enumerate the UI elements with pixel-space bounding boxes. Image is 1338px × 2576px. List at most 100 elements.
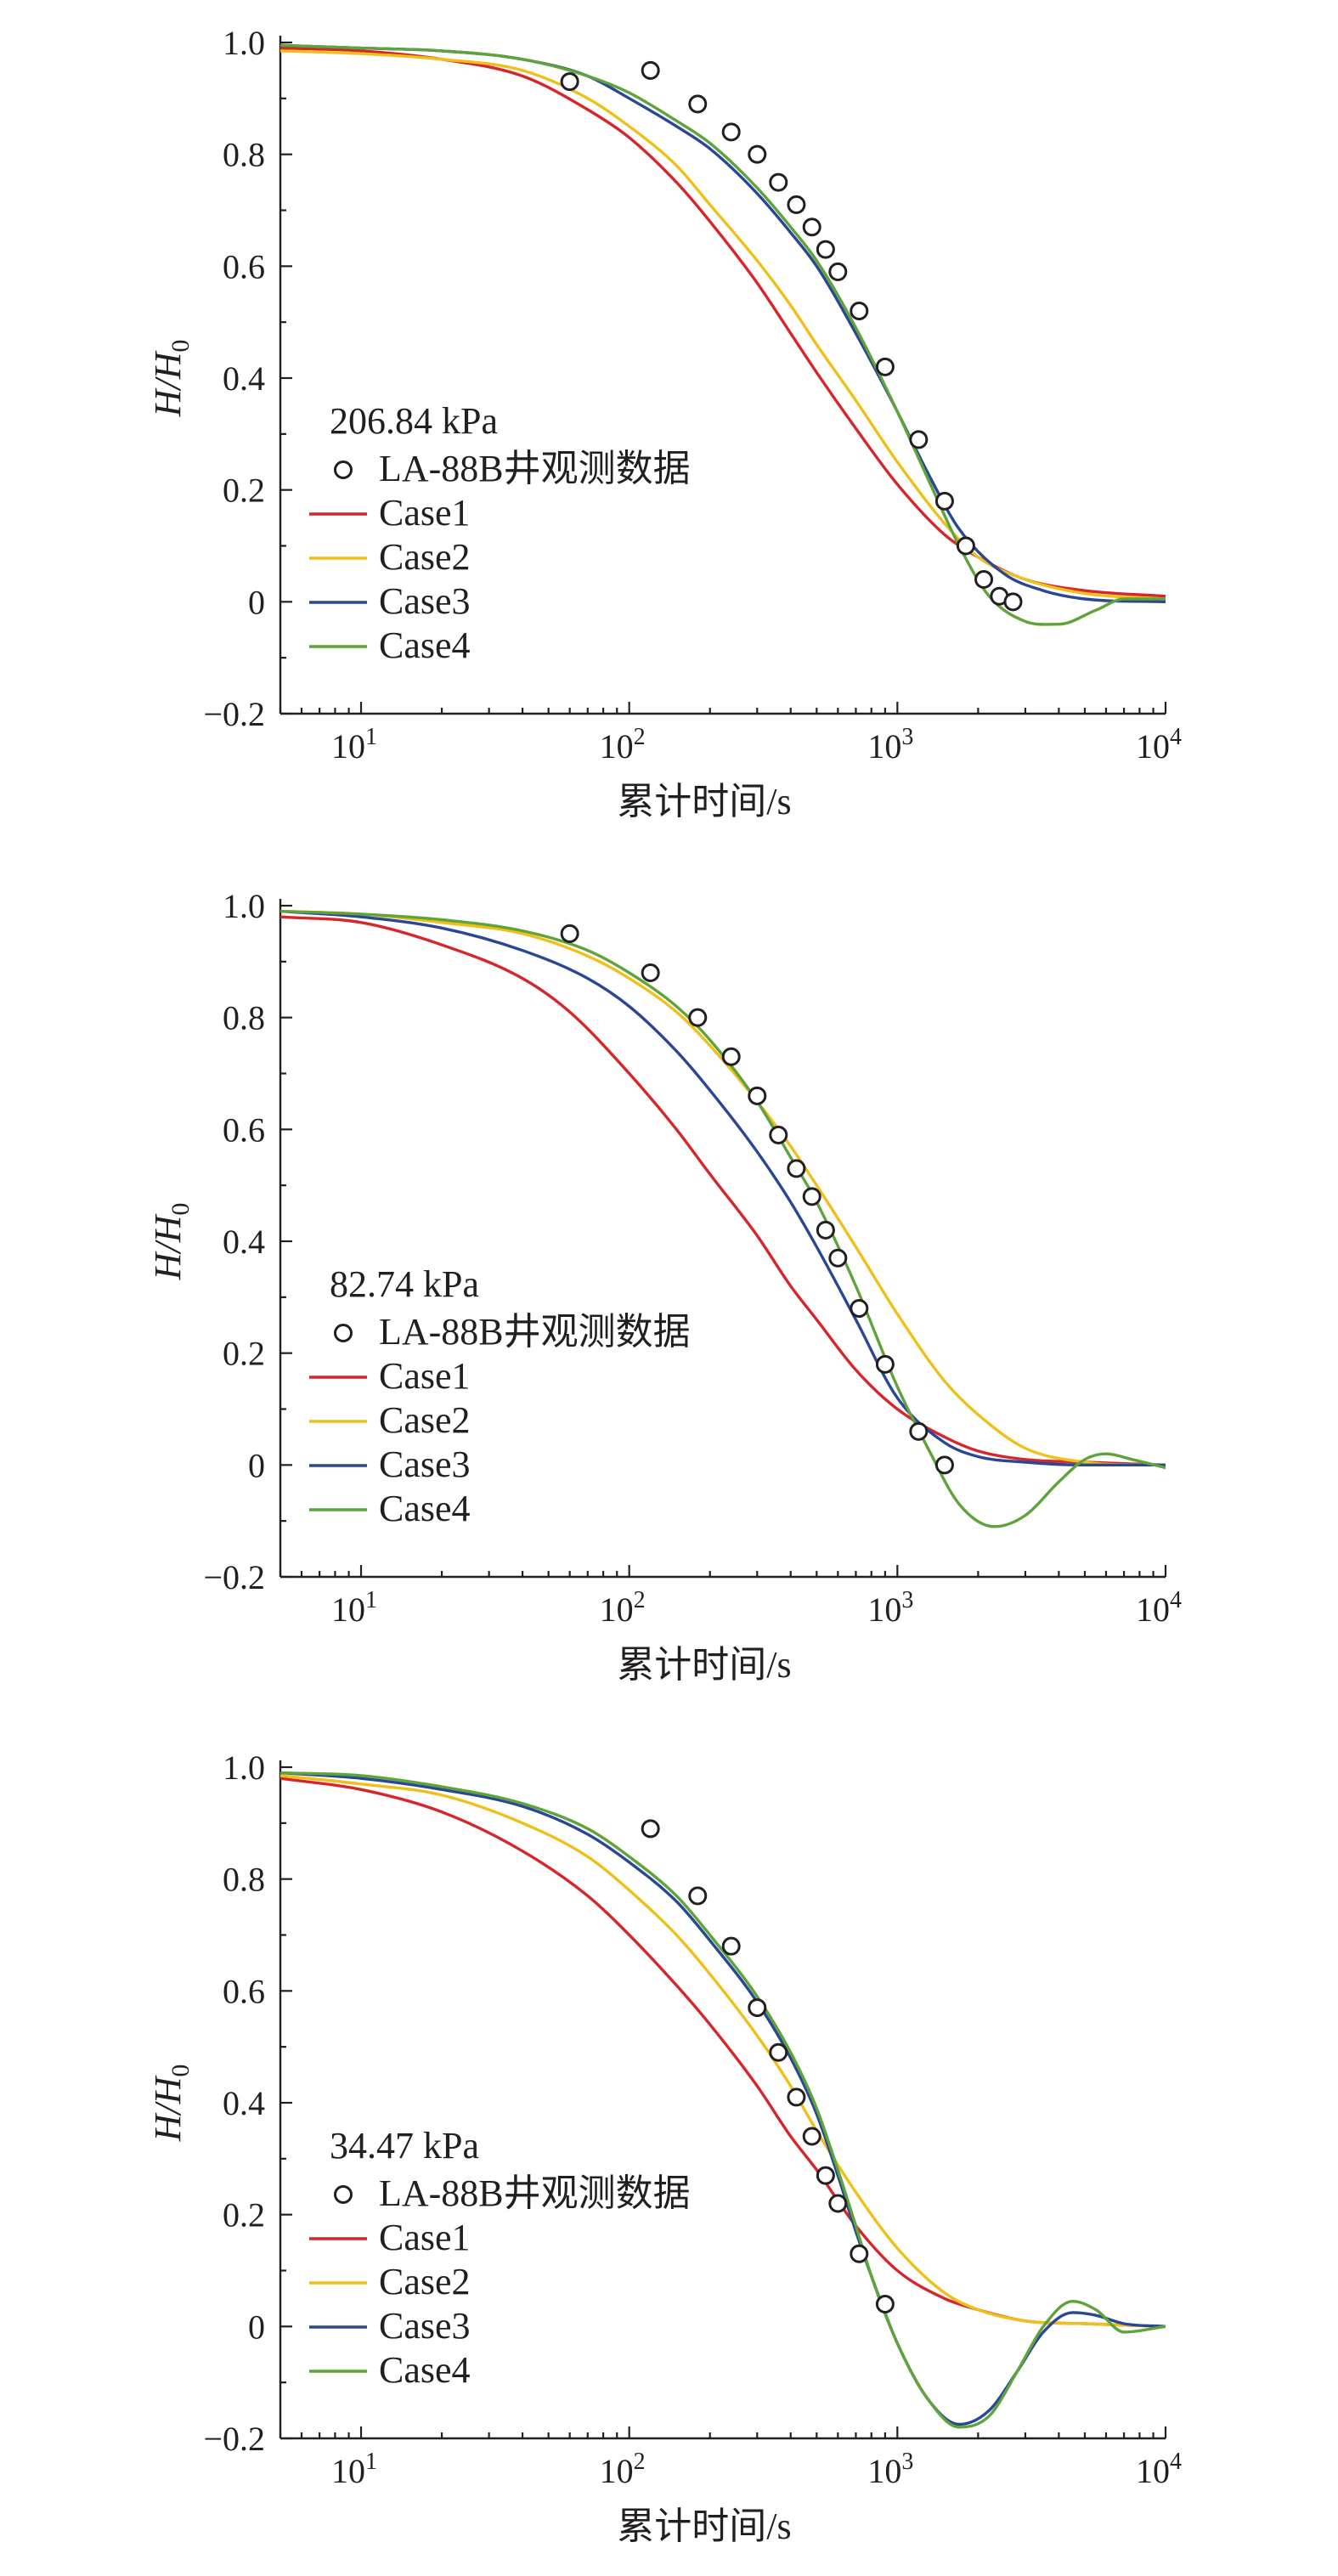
observation-point (802, 217, 821, 237)
legend-marker-observed (334, 1324, 353, 1342)
pressure-label: 206.84 kPa (330, 400, 498, 442)
y-tick-label: 0.4 (223, 2084, 265, 2122)
y-tick-label: 0.2 (223, 1335, 265, 1373)
observation-point (828, 262, 848, 281)
x-tick-label: 104 (1136, 2449, 1182, 2490)
observation-point (769, 172, 788, 192)
observation-point (721, 122, 741, 142)
y-tick-label: 0.6 (223, 247, 265, 285)
y-tick-label: 0.2 (223, 2196, 265, 2234)
y-tick-label: 0.4 (223, 1223, 265, 1261)
x-axis-title: 累计时间/s (617, 781, 791, 822)
observation-point (816, 2166, 835, 2185)
legend-label-case3: Case3 (379, 580, 471, 622)
y-tick-label: 0.2 (223, 472, 265, 510)
observation-point (875, 2295, 895, 2313)
legend-label-case4: Case4 (379, 1488, 471, 1529)
legend-label-case2: Case2 (379, 2261, 471, 2302)
observation-point (641, 1819, 660, 1839)
observation-point (769, 2042, 788, 2062)
observation-point (787, 1159, 806, 1178)
y-tick-label: 1.0 (223, 24, 265, 62)
observation-point (828, 1248, 848, 1268)
legend-label-observed: LA-88B井观测数据 (379, 1311, 691, 1353)
observation-point (802, 2127, 821, 2146)
observation-point (641, 60, 660, 80)
x-tick-label: 102 (600, 724, 646, 765)
legend-label-case4: Case4 (379, 2349, 471, 2391)
observation-point (850, 1299, 869, 1318)
legend-marker-observed (334, 460, 353, 479)
observation-point (748, 144, 767, 164)
observation-point (850, 2244, 869, 2263)
series-line-case3 (280, 1771, 1166, 2426)
x-axis-title: 累计时间/s (617, 2505, 791, 2547)
observation-point (560, 924, 579, 943)
observation-point (748, 1998, 767, 2018)
legend-label-case3: Case3 (379, 2305, 471, 2347)
y-tick-label: 0.8 (223, 1861, 265, 1899)
x-tick-label: 104 (1136, 724, 1182, 765)
observation-point (787, 195, 806, 214)
pressure-label: 82.74 kPa (330, 1263, 479, 1305)
observation-point (560, 72, 579, 92)
y-tick-label: 0.6 (223, 1972, 265, 2010)
observation-point (802, 1187, 821, 1206)
x-tick-label: 104 (1136, 1587, 1182, 1629)
y-tick-label: 0.8 (223, 999, 265, 1037)
x-tick-label: 101 (331, 724, 377, 765)
legend-label-case3: Case3 (379, 1443, 471, 1485)
observation-point (688, 1008, 708, 1027)
observation-point (956, 536, 975, 556)
series-line-case4 (280, 1771, 1166, 2429)
x-tick-label: 101 (331, 1587, 377, 1629)
y-axis-title: H/H0 (147, 2065, 195, 2143)
observation-point (1003, 592, 1023, 612)
observation-point (721, 1047, 741, 1066)
y-tick-label: 0 (248, 583, 265, 621)
legend-label-case2: Case2 (379, 1399, 471, 1441)
legend-label-case2: Case2 (379, 536, 471, 578)
y-tick-label: 1.0 (223, 887, 265, 925)
x-tick-label: 102 (600, 2449, 646, 2490)
observation-point (641, 963, 660, 982)
observation-point (816, 1220, 835, 1240)
legend-label-observed: LA-88B井观测数据 (379, 2172, 691, 2214)
observation-point (934, 491, 954, 511)
legend-label-case1: Case1 (379, 492, 471, 534)
observation-point (875, 1354, 895, 1374)
observation-point (748, 1086, 767, 1105)
x-tick-label: 101 (331, 2449, 377, 2490)
legend-label-case1: Case1 (379, 1355, 471, 1397)
y-tick-label: 1.0 (223, 1748, 265, 1787)
y-tick-label: 0 (248, 2308, 265, 2346)
legend-label-case4: Case4 (379, 624, 471, 666)
y-tick-label: 0.8 (223, 136, 265, 174)
observation-point (769, 1125, 788, 1144)
observation-point (850, 302, 869, 320)
observation-point (688, 94, 708, 114)
x-axis-title: 累计时间/s (617, 1644, 791, 1686)
observation-point (909, 1421, 929, 1441)
series-line-case4 (280, 43, 1166, 626)
y-axis-title: H/H0 (147, 1203, 195, 1281)
x-tick-label: 103 (867, 724, 913, 765)
observation-point (816, 240, 835, 259)
observation-point (974, 570, 994, 589)
legend-label-case1: Case1 (379, 2217, 471, 2258)
chart-panel-3: −0.2 0 0.2 0.4 0.6 0.8 1.0 101 102 103 104 累计时间/s H/… (147, 1748, 1182, 2547)
series-line-case1 (280, 915, 1166, 1466)
y-tick-label: 0.6 (223, 1110, 265, 1149)
series-line-case3 (280, 909, 1166, 1467)
observation-point (909, 430, 929, 449)
x-tick-label: 103 (867, 2449, 913, 2490)
x-tick-label: 102 (600, 1587, 646, 1629)
pressure-label: 34.47 kPa (330, 2125, 479, 2166)
observation-point (934, 1455, 954, 1475)
observation-point (688, 1886, 708, 1906)
chart-panel-1: −0.2 0 0.2 0.4 0.6 0.8 1.0 101 102 103 104 累计时间/s H/… (147, 24, 1182, 822)
y-tick-label: 0 (248, 1446, 265, 1484)
observation-point (875, 357, 895, 376)
y-tick-label: 0.4 (223, 359, 265, 398)
